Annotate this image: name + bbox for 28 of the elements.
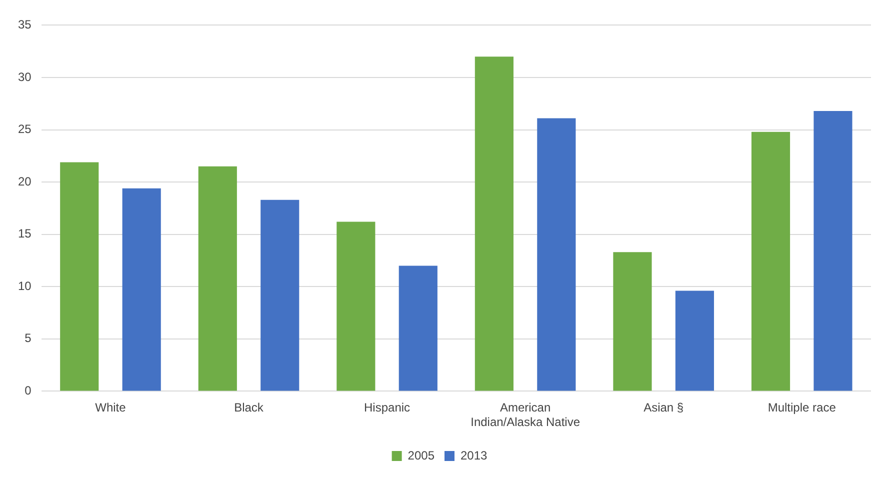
y-tick-label: 0 [24, 384, 32, 398]
y-tick-label: 30 [18, 70, 32, 84]
x-tick-label: White [95, 400, 126, 415]
y-tick-label: 20 [18, 174, 32, 188]
bar [613, 252, 652, 391]
bar [814, 110, 852, 391]
x-tick-label: Multiple race [768, 400, 836, 415]
y-tick-label: 15 [18, 226, 32, 241]
y-tick-label: 5 [24, 331, 32, 346]
bar [60, 162, 99, 391]
bar [537, 118, 576, 391]
y-tick-label: 10 [18, 278, 32, 293]
bar [260, 200, 300, 391]
x-tick-label: American Indian/Alaska Native [470, 400, 580, 430]
legend-label: 2013 [460, 448, 488, 462]
y-tick-label: 25 [18, 122, 32, 136]
x-tick-label: Asian § [644, 400, 684, 415]
bar [751, 132, 790, 391]
y-tick-label: 35 [18, 18, 32, 32]
legend-label: 2005 [408, 448, 435, 462]
bar [122, 188, 161, 391]
bar [336, 222, 376, 391]
x-tick-label: Black [234, 400, 264, 415]
bar [474, 56, 514, 391]
bar [398, 266, 438, 391]
bar [675, 290, 714, 391]
bar [198, 166, 237, 391]
x-tick-label: Hispanic [364, 400, 410, 415]
